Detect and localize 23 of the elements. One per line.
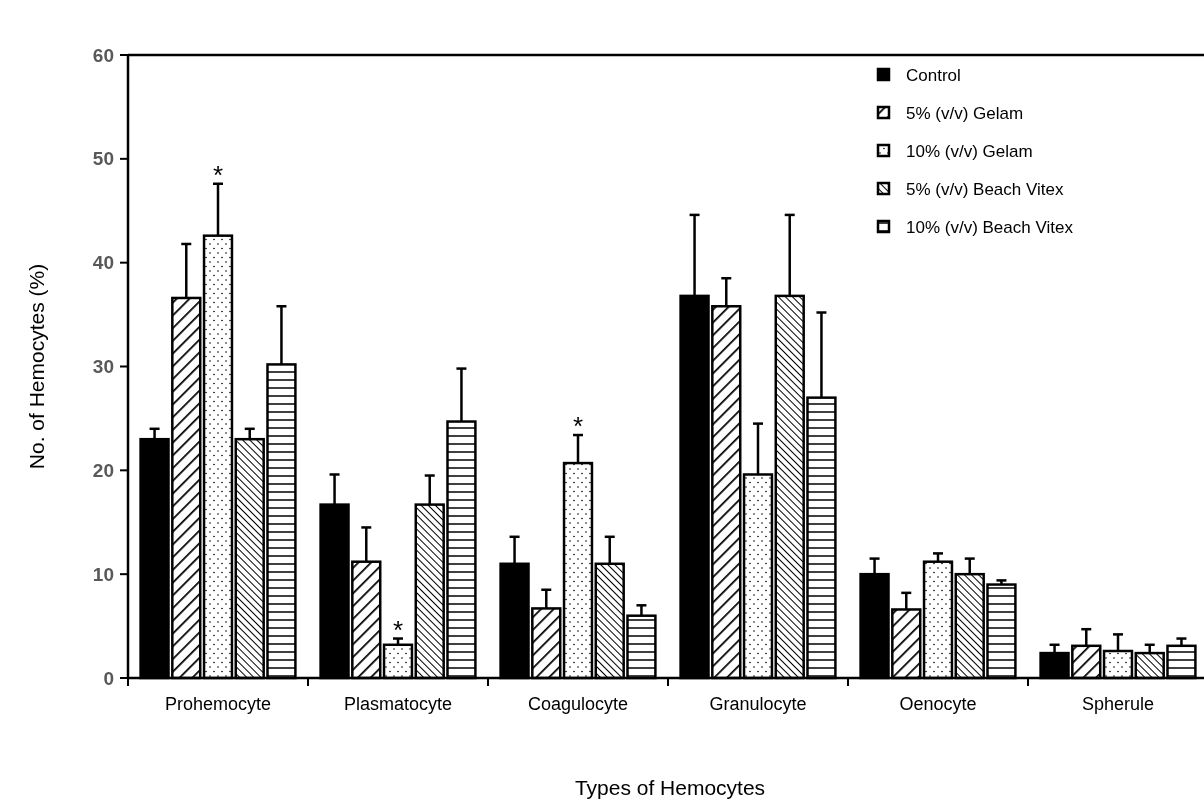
- x-tick-label: Prohemocyte: [164, 694, 272, 714]
- x-axis-title: Types of Hemocytes: [574, 776, 766, 799]
- x-tick-label: Coagulocyte: [527, 694, 629, 714]
- annotation: *: [212, 159, 224, 190]
- y-tick-label: 60: [92, 44, 114, 66]
- x-tick-label: Spherule: [1081, 694, 1155, 714]
- legend-label: 5% (v/v) Beach Vitex: [906, 179, 1064, 199]
- legend-label: 10% (v/v) Gelam: [906, 141, 1033, 161]
- x-tick-label: Plasmatocyte: [343, 694, 453, 714]
- y-tick-label: 0: [103, 667, 114, 689]
- annotation: *: [572, 411, 584, 442]
- y-tick-label: 10: [92, 563, 114, 585]
- y-tick-label: 40: [92, 252, 114, 274]
- y-tick-label: 30: [92, 356, 114, 378]
- legend-label: Control: [906, 65, 961, 85]
- annotation: *: [392, 614, 404, 645]
- y-axis-title: No. of Hemocytes (%): [25, 263, 48, 470]
- x-tick-label: Granulocyte: [709, 694, 807, 714]
- y-tick-label: 20: [92, 459, 114, 481]
- legend-label: 5% (v/v) Gelam: [906, 103, 1024, 123]
- legend-label: 10% (v/v) Beach Vitex: [906, 217, 1074, 237]
- x-tick-label: Oenocyte: [899, 694, 977, 714]
- y-tick-label: 50: [92, 148, 114, 170]
